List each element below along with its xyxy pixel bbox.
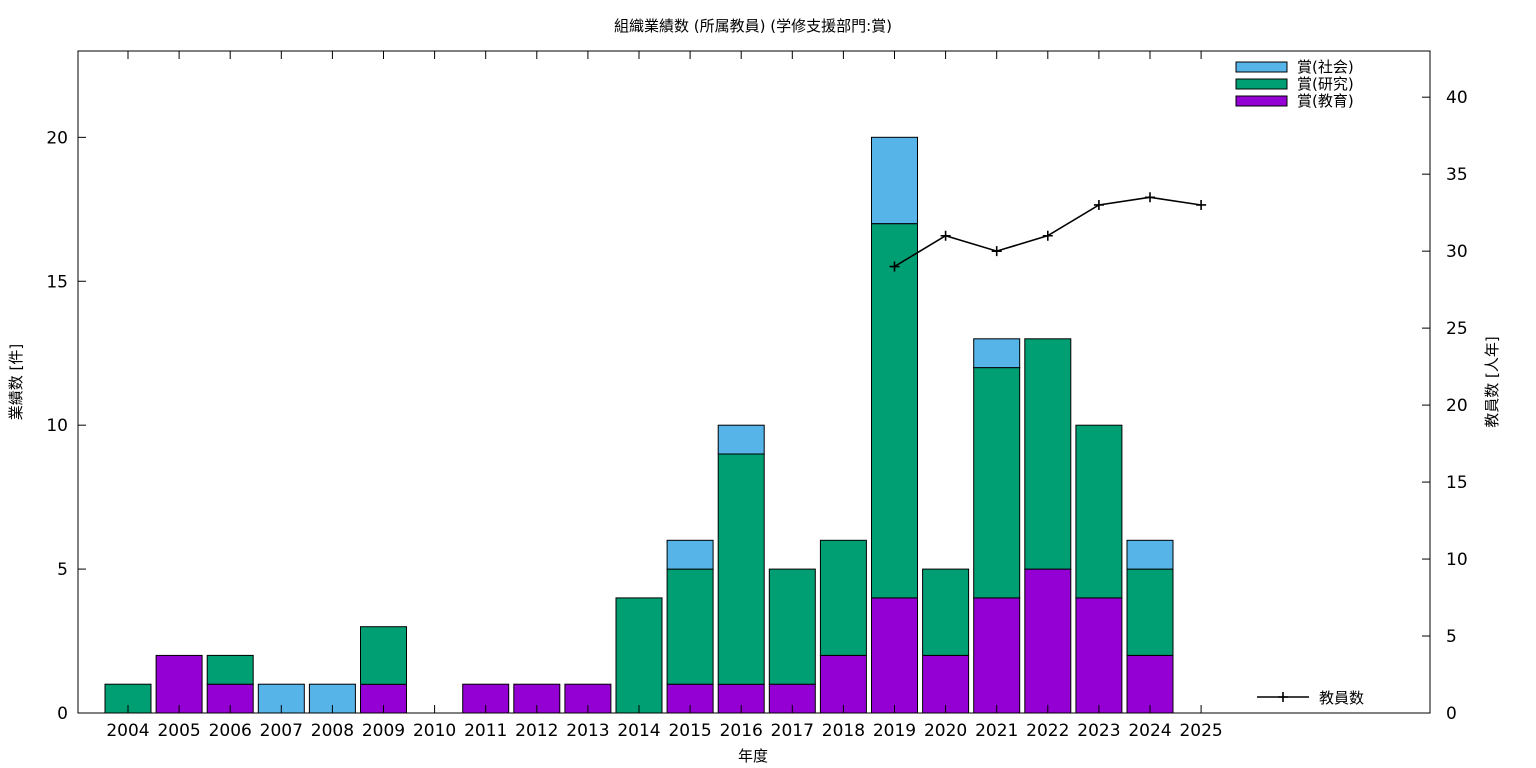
x-tick-label-2013: 2013 (566, 721, 609, 741)
x-tick-label-2018: 2018 (822, 721, 865, 741)
x-axis-label: 年度 (738, 747, 768, 765)
bar-2017-series-1 (768, 568, 816, 685)
line-point-2022 (1042, 230, 1053, 241)
x-tick-label-2009: 2009 (362, 721, 405, 741)
y-tick-label-5: 5 (57, 560, 68, 580)
x-tick-label-2016: 2016 (720, 721, 763, 741)
bar-2014-series-1 (615, 597, 663, 714)
x-tick-label-2022: 2022 (1026, 721, 1069, 741)
bar-2005-series-0 (155, 654, 203, 714)
line-point-2025 (1196, 199, 1207, 210)
legend-label-1: 賞(研究) (1297, 75, 1354, 93)
legend: 賞(社会)賞(研究)賞(教育) 教員数 (1235, 58, 1364, 707)
line-point-2023 (1093, 199, 1104, 210)
bar-2020-series-1 (922, 568, 970, 656)
x-tick-label-2004: 2004 (106, 721, 149, 741)
y2-axis: 0 5 10 15 20 25 30 35 40 (1422, 88, 1468, 724)
x-tick-label-2005: 2005 (157, 721, 200, 741)
line-point-2021 (991, 246, 1002, 257)
x-tick-label-2020: 2020 (924, 721, 967, 741)
y-tick-label-0: 0 (57, 704, 68, 724)
x-tick-label-2024: 2024 (1128, 721, 1171, 741)
legend-line-marker (1278, 692, 1288, 702)
x-tick-label-2015: 2015 (668, 721, 711, 741)
y2-tick-label-0: 0 (1446, 704, 1457, 724)
y2-axis-label: 教員数 [人年] (1483, 336, 1501, 427)
y2-tick-label-20: 20 (1446, 396, 1468, 416)
y2-tick-label-30: 30 (1446, 242, 1468, 262)
bar-2016-series-1 (717, 453, 765, 685)
x-tick-label-2021: 2021 (975, 721, 1018, 741)
bar-2019-series-2 (871, 136, 918, 225)
bar-2024-series-0 (1126, 654, 1174, 714)
bar-2022-series-0 (1024, 568, 1072, 714)
legend-swatch-2 (1235, 95, 1288, 107)
bar-2021-series-0 (973, 597, 1021, 714)
legend-label-line: 教員数 (1319, 689, 1364, 707)
x-tick-label-2011: 2011 (464, 721, 507, 741)
line-point-2020 (940, 230, 951, 241)
bar-2023-series-1 (1075, 424, 1123, 599)
bar-2023-series-0 (1075, 597, 1123, 714)
bar-2018-series-1 (819, 539, 867, 656)
x-tick-label-2014: 2014 (617, 721, 660, 741)
y2-tick-label-15: 15 (1446, 473, 1468, 493)
bar-2019-series-1 (871, 223, 918, 599)
x-tick-label-2023: 2023 (1077, 721, 1120, 741)
y2-tick-label-10: 10 (1446, 550, 1468, 570)
y-axis-label: 業績数 [件] (7, 344, 25, 420)
x-tick-label-2008: 2008 (311, 721, 354, 741)
y-tick-label-20: 20 (46, 128, 68, 148)
y2-tick-label-25: 25 (1446, 319, 1468, 339)
bar-2022-series-1 (1024, 338, 1072, 570)
x-tick-label-2017: 2017 (771, 721, 814, 741)
bar-2024-series-1 (1126, 568, 1174, 656)
bar-2015-series-1 (666, 568, 714, 685)
bar-2015-series-2 (666, 539, 714, 570)
x-tick-label-2007: 2007 (260, 721, 303, 741)
x-axis: 2004 2005 2006 2007 2008 2009 2010 2011 2012 2013… (106, 51, 1223, 741)
bar-2024-series-2 (1126, 539, 1174, 570)
y-axis: 0 5 10 15 20 (46, 128, 86, 724)
line-point-2024 (1145, 192, 1155, 203)
line-point-2019 (889, 261, 900, 272)
legend-label-0: 賞(社会) (1297, 58, 1354, 76)
bars-layer (104, 136, 1174, 714)
y2-tick-label-40: 40 (1446, 88, 1468, 108)
bar-2006-series-1 (206, 654, 254, 685)
legend-swatch-1 (1235, 78, 1288, 90)
bar-2021-series-2 (973, 338, 1021, 369)
plot-frame (77, 50, 1431, 714)
y-tick-label-15: 15 (46, 272, 68, 292)
bar-2018-series-0 (819, 654, 867, 714)
bar-2016-series-2 (717, 424, 765, 455)
y-tick-label-10: 10 (46, 416, 68, 436)
legend-swatch-0 (1235, 61, 1288, 73)
legend-label-2: 賞(教育) (1297, 92, 1354, 110)
x-tick-label-2006: 2006 (209, 721, 252, 741)
x-tick-label-2019: 2019 (873, 721, 916, 741)
chart-title: 組織業績数 (所属教員) (学修支援部門:賞) (614, 17, 892, 35)
bar-2020-series-0 (922, 654, 970, 714)
bar-2009-series-1 (360, 626, 407, 685)
bar-2021-series-1 (973, 367, 1021, 599)
y2-tick-label-5: 5 (1446, 627, 1457, 647)
x-tick-label-2012: 2012 (515, 721, 558, 741)
line-layer (889, 192, 1207, 272)
x-tick-label-2025: 2025 (1179, 721, 1222, 741)
y2-tick-label-35: 35 (1446, 165, 1468, 185)
bar-2019-series-0 (871, 597, 918, 714)
x-tick-label-2010: 2010 (413, 721, 456, 741)
